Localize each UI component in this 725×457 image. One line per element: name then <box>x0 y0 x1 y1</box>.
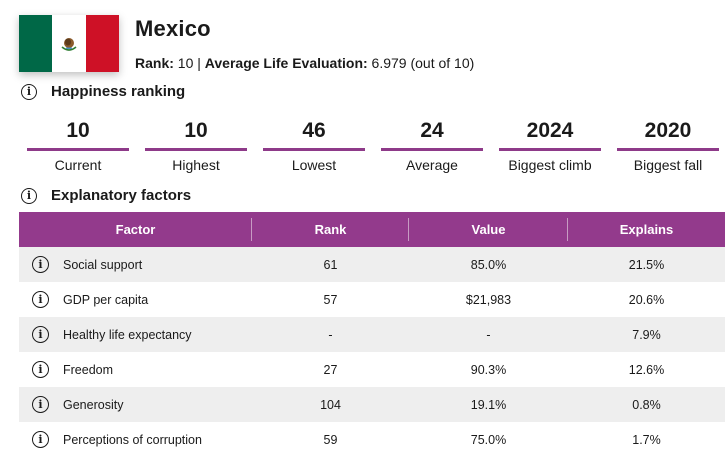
table-header-row: Factor Rank Value Explains <box>19 212 725 247</box>
stat-lowest: 46 Lowest <box>263 118 365 173</box>
table-row: i Generosity 104 19.1% 0.8% <box>19 387 725 422</box>
factor-value: 19.1% <box>409 387 568 422</box>
table-row: i Perceptions of corruption 59 75.0% 1.7% <box>19 422 725 457</box>
column-header-value[interactable]: Value <box>409 212 568 247</box>
factor-value: - <box>409 317 568 352</box>
stat-divider <box>499 148 601 151</box>
flag-red-stripe <box>85 15 119 72</box>
stat-divider <box>145 148 247 151</box>
stat-biggest-climb: 2024 Biggest climb <box>499 118 601 173</box>
stat-label: Current <box>54 157 102 173</box>
factor-value: 85.0% <box>409 247 568 282</box>
section-title: Happiness ranking <box>51 83 186 100</box>
factor-name: Perceptions of corruption <box>63 432 202 447</box>
section-title: Explanatory factors <box>51 187 192 204</box>
separator: | <box>197 55 201 71</box>
info-icon[interactable]: i <box>32 431 49 448</box>
ranking-stats: 10 Current 10 Highest 46 Lowest 24 Avera… <box>27 118 719 173</box>
factor-name: Healthy life expectancy <box>63 327 192 342</box>
column-header-rank[interactable]: Rank <box>252 212 409 247</box>
stat-value: 10 <box>184 119 208 142</box>
factor-name: Social support <box>63 257 143 272</box>
happiness-ranking-heading: i Happiness ranking <box>21 83 185 100</box>
stat-label: Average <box>406 157 458 173</box>
factor-explains: 21.5% <box>568 247 725 282</box>
factor-value: 75.0% <box>470 432 507 447</box>
factor-name: GDP per capita <box>63 292 149 307</box>
stat-average: 24 Average <box>381 118 483 173</box>
factor-name: Freedom <box>63 362 114 377</box>
stat-divider <box>381 148 483 151</box>
info-icon[interactable]: i <box>32 361 49 378</box>
country-summary: Rank: 10 | Average Life Evaluation: 6.97… <box>135 55 474 71</box>
stat-label: Biggest climb <box>508 157 592 173</box>
stat-value: 24 <box>420 119 444 142</box>
table-row: i GDP per capita 57 $21,983 20.6% <box>19 282 725 317</box>
rank-value: 10 <box>177 55 194 71</box>
stat-divider <box>617 148 719 151</box>
flag-white-stripe <box>52 15 86 72</box>
column-header-factor[interactable]: Factor <box>19 212 252 247</box>
flag-green-stripe <box>19 15 53 72</box>
factor-value: 90.3% <box>470 362 507 377</box>
info-icon[interactable]: i <box>32 396 49 413</box>
stat-label: Highest <box>172 157 220 173</box>
info-icon[interactable]: i <box>21 83 37 100</box>
factor-explains: 12.6% <box>628 362 665 377</box>
info-icon[interactable]: i <box>32 256 49 273</box>
info-icon[interactable]: i <box>32 291 49 308</box>
factor-value: $21,983 <box>465 292 512 307</box>
stat-current: 10 Current <box>27 118 129 173</box>
stat-value: 46 <box>302 119 326 142</box>
stat-label: Lowest <box>291 157 337 173</box>
factors-table: Factor Rank Value Explains i Social suppo… <box>19 212 725 457</box>
rank-label: Rank: <box>135 55 174 71</box>
evaluation-label: Average Life Evaluation: <box>204 55 368 71</box>
factor-rank: 104 <box>252 387 409 422</box>
coat-of-arms-icon <box>61 37 77 51</box>
factor-rank: - <box>252 317 409 352</box>
country-name: Mexico <box>135 16 211 41</box>
table-row: i Freedom 27 90.3% 12.6% <box>19 352 725 387</box>
stat-value: 10 <box>66 119 90 142</box>
info-icon[interactable]: i <box>32 326 49 343</box>
factor-explains: 1.7% <box>632 432 661 447</box>
factor-rank: 57 <box>323 292 338 307</box>
factor-rank: 59 <box>323 432 338 447</box>
factor-rank: 61 <box>252 247 409 282</box>
stat-divider <box>263 148 365 151</box>
evaluation-value: 6.979 (out of 10) <box>371 55 475 71</box>
explanatory-factors-heading: i Explanatory factors <box>21 187 191 204</box>
factor-name: Generosity <box>63 397 124 412</box>
stat-value: 2020 <box>644 119 692 142</box>
factor-rank: 27 <box>323 362 338 377</box>
stat-divider <box>27 148 129 151</box>
stat-highest: 10 Highest <box>145 118 247 173</box>
stat-value: 2024 <box>526 119 574 142</box>
info-icon[interactable]: i <box>21 187 37 204</box>
factor-explains: 7.9% <box>568 317 725 352</box>
column-header-explains[interactable]: Explains <box>568 212 725 247</box>
mexico-flag-icon <box>19 15 119 72</box>
factor-explains: 20.6% <box>628 292 665 307</box>
table-row: i Social support 61 85.0% 21.5% <box>19 247 725 282</box>
table-row: i Healthy life expectancy - - 7.9% <box>19 317 725 352</box>
stat-biggest-fall: 2020 Biggest fall <box>617 118 719 173</box>
stat-label: Biggest fall <box>633 157 703 173</box>
factor-explains: 0.8% <box>568 387 725 422</box>
